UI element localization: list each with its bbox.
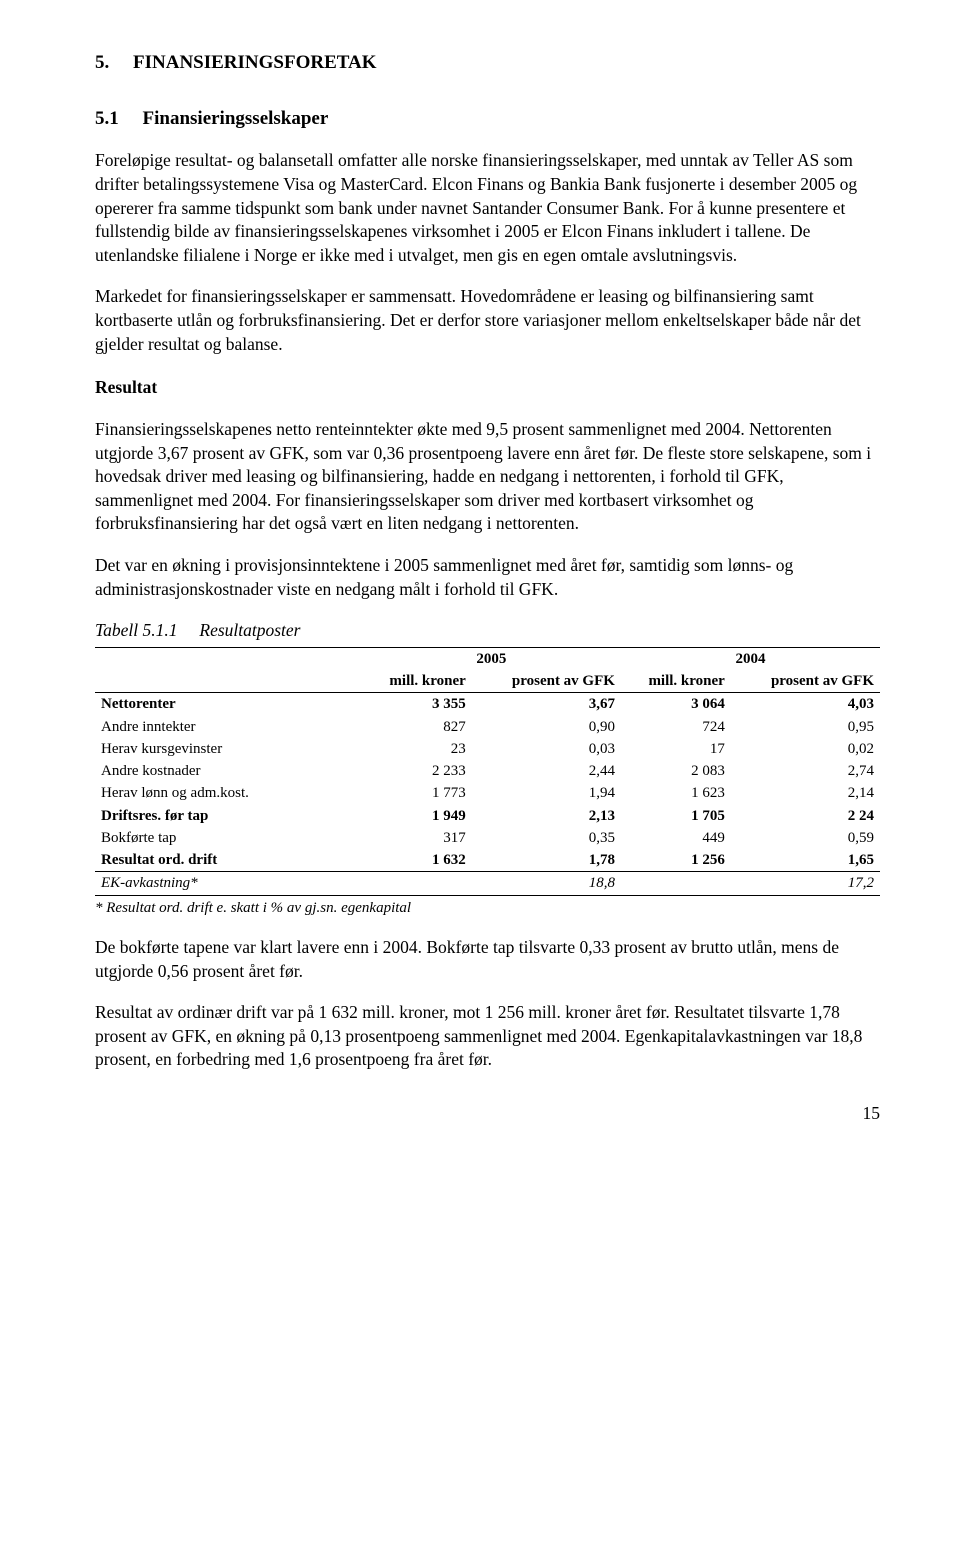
section-number: 5. <box>95 52 109 73</box>
paragraph: Finansieringsselskapenes netto renteinnt… <box>95 418 880 536</box>
table-row: Resultat ord. drift 1 632 1,78 1 256 1,6… <box>95 849 880 872</box>
cell: 3 355 <box>362 693 472 716</box>
cell: 2,13 <box>472 805 621 827</box>
cell <box>621 872 731 895</box>
cell: 1 632 <box>362 849 472 872</box>
cell: 1 949 <box>362 805 472 827</box>
table-header-blank <box>95 670 362 693</box>
cell: 0,95 <box>731 716 880 738</box>
paragraph: De bokførte tapene var klart lavere enn … <box>95 936 880 983</box>
row-label: Driftsres. før tap <box>95 805 362 827</box>
cell: 0,59 <box>731 827 880 849</box>
table-row: Nettorenter 3 355 3,67 3 064 4,03 <box>95 693 880 716</box>
table-row: Herav kursgevinster 23 0,03 17 0,02 <box>95 738 880 760</box>
cell: 17,2 <box>731 872 880 895</box>
cell: 1 773 <box>362 782 472 804</box>
cell: 0,02 <box>731 738 880 760</box>
result-table: 2005 2004 mill. kroner prosent av GFK mi… <box>95 647 880 896</box>
row-label: Bokførte tap <box>95 827 362 849</box>
subsection-title: Finansieringsselskaper <box>143 108 329 129</box>
table-header-year: 2004 <box>621 647 880 670</box>
cell: 2 24 <box>731 805 880 827</box>
cell: 3,67 <box>472 693 621 716</box>
section-title: FINANSIERINGSFORETAK <box>133 52 377 73</box>
table-row: Andre inntekter 827 0,90 724 0,95 <box>95 716 880 738</box>
paragraph: Markedet for finansieringsselskaper er s… <box>95 285 880 356</box>
table-caption-title: Resultatposter <box>199 620 300 640</box>
table-subheader: prosent av GFK <box>731 670 880 693</box>
paragraph: Det var en økning i provisjonsinntektene… <box>95 554 880 601</box>
paragraph: Foreløpige resultat- og balansetall omfa… <box>95 149 880 267</box>
row-label: EK-avkastning* <box>95 872 362 895</box>
row-label: Resultat ord. drift <box>95 849 362 872</box>
cell: 724 <box>621 716 731 738</box>
cell: 18,8 <box>472 872 621 895</box>
cell: 1 705 <box>621 805 731 827</box>
cell: 1 256 <box>621 849 731 872</box>
paragraph: Resultat av ordinær drift var på 1 632 m… <box>95 1001 880 1072</box>
cell: 0,35 <box>472 827 621 849</box>
subsection-number: 5.1 <box>95 108 119 129</box>
cell: 1,65 <box>731 849 880 872</box>
row-label: Andre kostnader <box>95 760 362 782</box>
cell: 0,90 <box>472 716 621 738</box>
cell <box>362 872 472 895</box>
row-label: Nettorenter <box>95 693 362 716</box>
cell: 1 623 <box>621 782 731 804</box>
cell: 2,74 <box>731 760 880 782</box>
cell: 23 <box>362 738 472 760</box>
table-row: Andre kostnader 2 233 2,44 2 083 2,74 <box>95 760 880 782</box>
cell: 2 233 <box>362 760 472 782</box>
table-row: Bokførte tap 317 0,35 449 0,59 <box>95 827 880 849</box>
table-subheader: mill. kroner <box>621 670 731 693</box>
table-row: Driftsres. før tap 1 949 2,13 1 705 2 24 <box>95 805 880 827</box>
cell: 3 064 <box>621 693 731 716</box>
cell: 17 <box>621 738 731 760</box>
row-label: Herav lønn og adm.kost. <box>95 782 362 804</box>
row-label: Andre inntekter <box>95 716 362 738</box>
table-caption-label: Tabell 5.1.1 <box>95 620 178 640</box>
page-number: 15 <box>95 1102 880 1126</box>
table-header-blank <box>95 647 362 670</box>
cell: 449 <box>621 827 731 849</box>
cell: 827 <box>362 716 472 738</box>
section-heading: 5. FINANSIERINGSFORETAK <box>95 50 880 76</box>
cell: 2 083 <box>621 760 731 782</box>
cell: 4,03 <box>731 693 880 716</box>
table-caption: Tabell 5.1.1 Resultatposter <box>95 619 880 643</box>
table-row-ek: EK-avkastning* 18,8 17,2 <box>95 872 880 895</box>
table-subheader: prosent av GFK <box>472 670 621 693</box>
subsection-heading: 5.1 Finansieringsselskaper <box>95 106 880 132</box>
cell: 1,94 <box>472 782 621 804</box>
cell: 2,14 <box>731 782 880 804</box>
cell: 317 <box>362 827 472 849</box>
table-footnote: * Resultat ord. drift e. skatt i % av gj… <box>95 898 880 918</box>
table-subheader: mill. kroner <box>362 670 472 693</box>
cell: 0,03 <box>472 738 621 760</box>
cell: 1,78 <box>472 849 621 872</box>
row-label: Herav kursgevinster <box>95 738 362 760</box>
table-header-year: 2005 <box>362 647 621 670</box>
result-heading: Resultat <box>95 376 880 400</box>
cell: 2,44 <box>472 760 621 782</box>
table-row: Herav lønn og adm.kost. 1 773 1,94 1 623… <box>95 782 880 804</box>
